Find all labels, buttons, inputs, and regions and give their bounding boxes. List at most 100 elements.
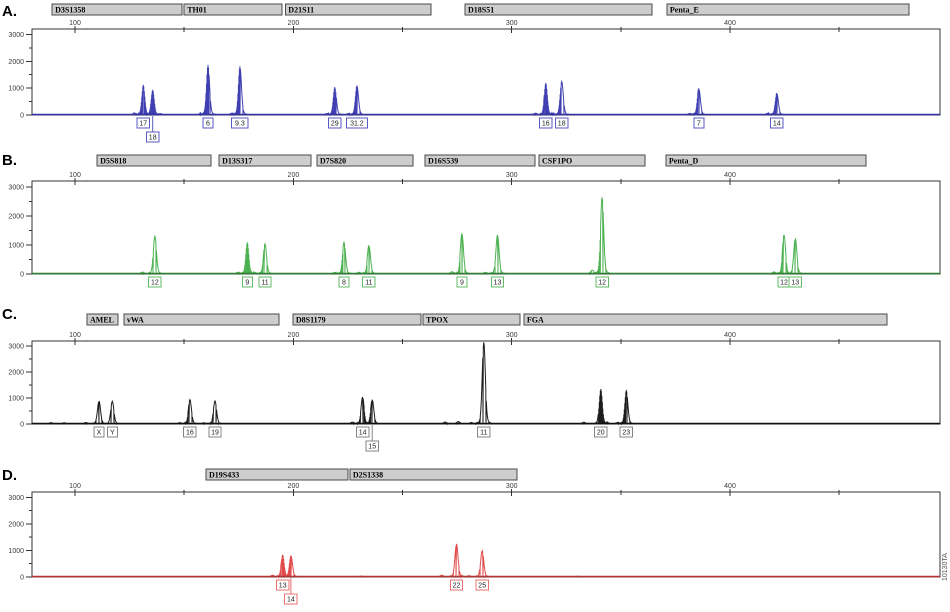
- trace-path: [31, 342, 941, 426]
- allele-label-box: [770, 117, 784, 129]
- allele-label: 19: [211, 430, 219, 437]
- allele-label-box: [456, 276, 468, 288]
- allele-label-box: [594, 426, 608, 438]
- allele-label-box: [106, 426, 118, 438]
- allele-label-box: [231, 117, 249, 129]
- allele-label-box: [365, 440, 379, 452]
- y-axis-tick-label: 2000: [8, 521, 24, 528]
- locus-bar: [422, 313, 521, 326]
- x-axis-tick-label: 100: [69, 20, 81, 27]
- x-axis-tick-label: 200: [288, 332, 300, 339]
- allele-label-box: [475, 579, 489, 591]
- locus-bar-label: FGA: [527, 316, 544, 325]
- locus-bar-label: D7S820: [320, 157, 346, 166]
- locus-bar-label: D2S1338: [353, 471, 383, 480]
- x-axis-tick-label: 200: [288, 483, 300, 490]
- allele-label: 14: [287, 597, 295, 604]
- x-axis-tick-label: 400: [724, 20, 736, 27]
- allele-label-box: [202, 117, 214, 129]
- y-axis-tick-label: 3000: [8, 32, 24, 39]
- x-axis-tick-label: 100: [69, 483, 81, 490]
- allele-label: 11: [480, 430, 487, 437]
- y-axis-tick-label: 2000: [8, 370, 24, 377]
- allele-label-box: [93, 426, 105, 438]
- allele-label-box: [276, 579, 290, 591]
- allele-label: 16: [186, 430, 194, 437]
- locus-bar-label: TPOX: [426, 316, 448, 325]
- allele-label: 11: [365, 280, 372, 287]
- allele-label-box: [619, 426, 633, 438]
- plot-border: [31, 180, 941, 275]
- panel-b-letter: B.: [2, 152, 17, 169]
- x-axis-tick-label: 400: [724, 483, 736, 490]
- x-axis-tick-label: 300: [506, 20, 518, 27]
- plot-border: [31, 491, 941, 578]
- allele-label-box: [146, 131, 160, 143]
- allele-label: 6: [206, 121, 210, 128]
- panel-a-letter: A.: [2, 3, 17, 20]
- panel-c: AMEL vWA D8S1179 TPOX FGA 100 200 300 400 0 1000 20…: [8, 313, 941, 452]
- locus-bar-label: AMEL: [90, 316, 114, 325]
- y-axis-tick-label: 3000: [8, 184, 24, 191]
- allele-label: 18: [149, 135, 157, 142]
- allele-label-box: [241, 276, 253, 288]
- locus-bar: [538, 154, 646, 167]
- locus-bar: [292, 313, 422, 326]
- locus-bar: [523, 313, 888, 326]
- allele-label: 16: [542, 121, 550, 128]
- x-axis-tick-label: 300: [506, 332, 518, 339]
- allele-label: 12: [780, 280, 788, 287]
- allele-label-box: [555, 117, 569, 129]
- y-axis-tick-label: 3000: [8, 495, 24, 502]
- y-axis-tick-label: 2000: [8, 59, 24, 66]
- allele-label: 9: [460, 280, 464, 287]
- panel-d: D19S433 D2S1338 100 200 300 400 0 1000 2000 3000 1…: [8, 468, 941, 605]
- locus-bar: [123, 313, 280, 326]
- y-axis-tick-label: 0: [20, 575, 24, 582]
- locus-bar-label: Penta_D: [669, 157, 699, 166]
- allele-label: 12: [598, 280, 606, 287]
- allele-label-box: [208, 426, 222, 438]
- allele-label: 29: [331, 121, 339, 128]
- allele-label: 13: [791, 280, 799, 287]
- y-axis-tick-label: 0: [20, 422, 24, 429]
- x-axis-tick-label: 100: [69, 172, 81, 179]
- allele-label: 20: [597, 430, 605, 437]
- locus-bar: [205, 468, 349, 481]
- locus-bar-label: D19S433: [209, 471, 239, 480]
- allele-label: 14: [359, 430, 367, 437]
- locus-bar: [666, 3, 910, 16]
- locus-bar-label: D16S539: [428, 157, 458, 166]
- locus-bar: [183, 3, 283, 16]
- locus-bar-label: D21S11: [288, 6, 314, 15]
- locus-bar: [51, 3, 183, 16]
- allele-label: 13: [279, 583, 287, 590]
- allele-label-box: [355, 426, 370, 438]
- allele-label: 31.2: [350, 121, 364, 128]
- allele-label: 13: [494, 280, 502, 287]
- x-axis-tick-label: 300: [506, 483, 518, 490]
- allele-label: 7: [697, 121, 701, 128]
- locus-bar-label: Penta_E: [670, 6, 699, 15]
- allele-label-box: [148, 276, 162, 288]
- plot-border: [31, 28, 941, 116]
- panel-a: D3S1358 TH01 D21S11 D18S51 Penta_E 100 200 300 4…: [8, 3, 941, 143]
- allele-label: 22: [453, 583, 461, 590]
- locus-bar: [464, 3, 653, 16]
- trace-path: [31, 197, 941, 276]
- locus-bar: [316, 154, 414, 167]
- allele-label: 9: [245, 280, 249, 287]
- locus-bar-label: D5S818: [100, 157, 126, 166]
- locus-bar-label: TH01: [187, 6, 207, 15]
- locus-bar: [218, 154, 312, 167]
- allele-label: 14: [773, 121, 781, 128]
- locus-bar-label: D18S51: [468, 6, 494, 15]
- allele-label-box: [362, 276, 376, 288]
- locus-bar: [96, 154, 212, 167]
- locus-bar-label: vWA: [127, 316, 144, 325]
- panel-b: D5S818 D13S317 D7S820 D16S539 CSF1PO Penta_D 1…: [8, 154, 941, 288]
- locus-bar: [665, 154, 867, 167]
- panel-d-letter: D.: [2, 467, 17, 484]
